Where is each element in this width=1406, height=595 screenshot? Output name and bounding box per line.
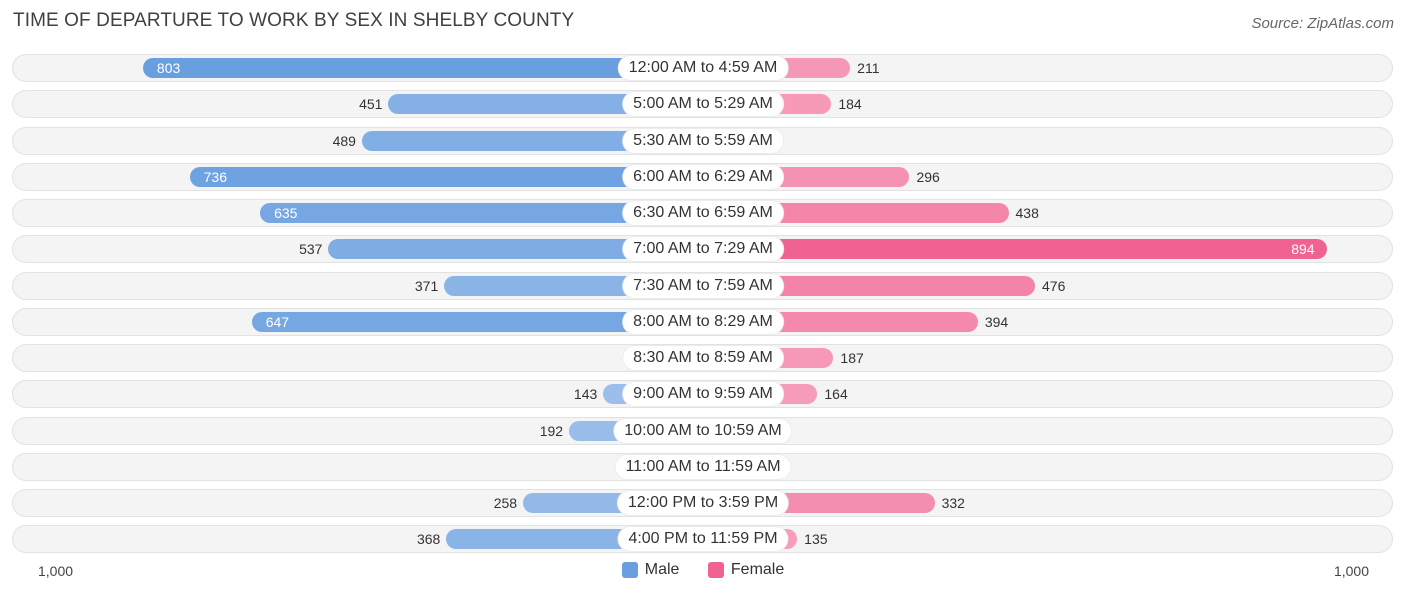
legend-swatch-male	[621, 562, 638, 578]
value-label-male: 635	[274, 205, 298, 221]
bar-male[interactable]	[189, 166, 703, 187]
value-label-male: 736	[203, 168, 227, 185]
category-label: 10:00 AM to 10:59 AM	[614, 418, 792, 443]
category-label: 11:00 AM to 11:59 AM	[615, 454, 791, 479]
value-label-male: 489	[332, 132, 356, 149]
legend-item-male[interactable]: Male	[621, 561, 680, 579]
category-label: 7:00 AM to 7:29 AM	[623, 237, 783, 262]
category-label: 9:00 AM to 9:59 AM	[623, 382, 783, 407]
category-label: 12:00 PM to 3:59 PM	[617, 491, 789, 515]
axis-label-left: 1,000	[38, 563, 74, 579]
value-label-female: 296	[916, 168, 940, 185]
category-label: 12:00 AM to 4:59 AM	[618, 56, 788, 80]
bar-male[interactable]	[361, 130, 703, 151]
legend-label-male: Male	[644, 561, 680, 578]
source-label: Source: ZipAtlas.com	[1251, 15, 1394, 32]
legend-item-female[interactable]: Female	[707, 561, 785, 579]
legend: Male Female	[0, 561, 1406, 583]
category-label: 5:30 AM to 5:59 AM	[623, 128, 783, 153]
value-label-male: 258	[493, 495, 518, 511]
value-label-female: 332	[941, 495, 965, 511]
value-label-female: 894	[1291, 241, 1315, 258]
legend-label-female: Female	[730, 561, 785, 578]
value-label-male: 143	[573, 386, 598, 403]
value-label-male: 803	[156, 60, 181, 76]
value-label-male: 537	[299, 241, 323, 258]
category-label: 8:30 AM to 8:59 AM	[623, 346, 783, 370]
value-label-male: 192	[539, 422, 564, 439]
category-label: 5:00 AM to 5:29 AM	[623, 92, 783, 117]
value-label-male: 647	[265, 313, 290, 330]
value-label-male: 371	[414, 277, 439, 294]
value-label-male: 451	[359, 96, 383, 113]
category-label: 4:00 PM to 11:59 PM	[618, 527, 788, 552]
value-label-female: 438	[1015, 205, 1039, 221]
legend-swatch-female	[707, 562, 724, 578]
bar-male[interactable]	[328, 239, 703, 260]
category-label: 8:00 AM to 8:29 AM	[623, 309, 783, 334]
value-label-female: 187	[840, 350, 864, 366]
axis-label-right: 1,000	[1333, 563, 1369, 579]
value-label-female: 476	[1042, 277, 1066, 294]
bar-male[interactable]	[251, 311, 703, 332]
value-label-female: 211	[857, 60, 880, 76]
value-label-female: 394	[984, 313, 1009, 330]
category-label: 6:30 AM to 6:59 AM	[623, 201, 783, 225]
value-label-female: 164	[824, 386, 848, 403]
value-label-female: 135	[804, 531, 828, 548]
value-label-female: 184	[838, 96, 862, 113]
category-label: 6:00 AM to 6:29 AM	[623, 164, 783, 189]
chart-title: TIME OF DEPARTURE TO WORK BY SEX IN SHEL…	[13, 10, 575, 31]
bar-female[interactable]	[703, 239, 1327, 260]
bar-male[interactable]	[260, 203, 703, 223]
bar-female[interactable]	[703, 275, 1035, 296]
category-label: 7:30 AM to 7:59 AM	[623, 273, 783, 298]
bar-male[interactable]	[142, 58, 703, 78]
value-label-male: 368	[416, 531, 441, 548]
